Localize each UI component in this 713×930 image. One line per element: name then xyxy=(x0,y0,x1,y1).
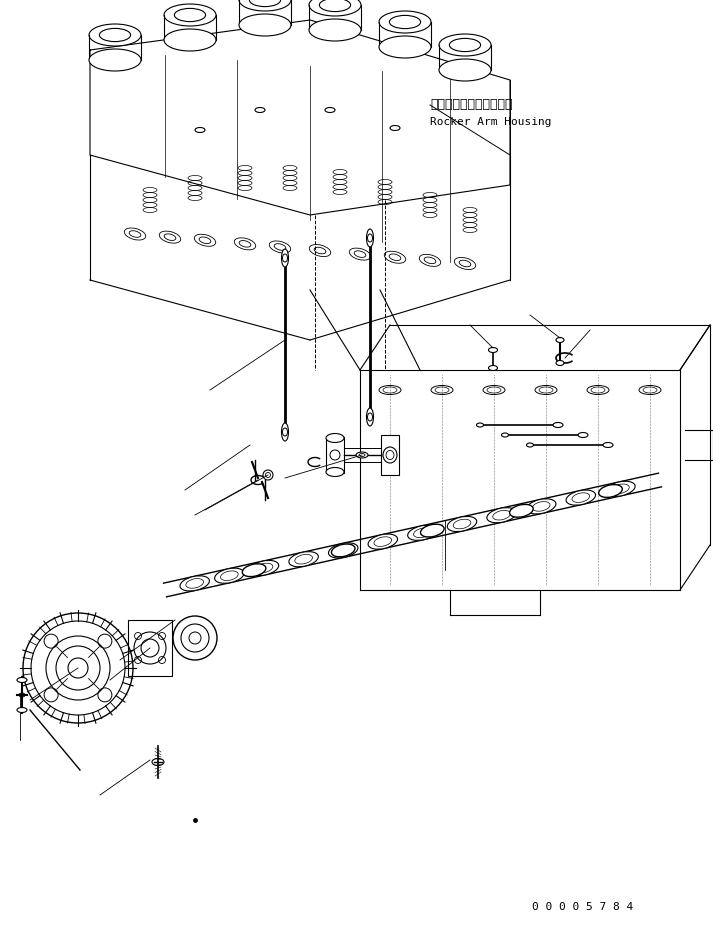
Ellipse shape xyxy=(356,452,368,458)
Bar xyxy=(381,435,399,475)
Ellipse shape xyxy=(488,348,498,352)
Ellipse shape xyxy=(379,36,431,58)
Ellipse shape xyxy=(326,468,344,476)
Ellipse shape xyxy=(282,423,289,441)
Ellipse shape xyxy=(309,0,361,16)
Ellipse shape xyxy=(152,759,164,765)
Ellipse shape xyxy=(566,490,595,505)
Ellipse shape xyxy=(599,485,622,498)
Ellipse shape xyxy=(17,708,27,712)
Ellipse shape xyxy=(309,19,361,41)
Ellipse shape xyxy=(408,525,437,540)
Bar xyxy=(326,437,344,473)
Ellipse shape xyxy=(239,14,291,36)
Ellipse shape xyxy=(164,29,216,51)
Ellipse shape xyxy=(488,365,498,370)
Ellipse shape xyxy=(476,423,483,427)
Ellipse shape xyxy=(605,481,635,497)
Ellipse shape xyxy=(366,408,374,426)
Ellipse shape xyxy=(282,249,289,267)
Ellipse shape xyxy=(239,0,291,11)
Ellipse shape xyxy=(526,498,556,514)
Ellipse shape xyxy=(447,516,477,532)
Text: ロッカアームハウジング: ロッカアームハウジング xyxy=(430,99,513,112)
Ellipse shape xyxy=(487,508,516,523)
Ellipse shape xyxy=(379,11,431,33)
Ellipse shape xyxy=(421,525,444,537)
Ellipse shape xyxy=(164,4,216,26)
Ellipse shape xyxy=(368,534,398,550)
Ellipse shape xyxy=(17,677,27,683)
Ellipse shape xyxy=(89,24,141,46)
Ellipse shape xyxy=(366,229,374,247)
Ellipse shape xyxy=(526,443,533,447)
Ellipse shape xyxy=(180,576,210,591)
Ellipse shape xyxy=(289,551,318,566)
Ellipse shape xyxy=(250,561,279,576)
Text: 0 0 0 0 5 7 8 4: 0 0 0 0 5 7 8 4 xyxy=(532,902,633,912)
Ellipse shape xyxy=(242,564,266,577)
Ellipse shape xyxy=(326,433,344,443)
Ellipse shape xyxy=(556,338,564,342)
Ellipse shape xyxy=(439,34,491,56)
Ellipse shape xyxy=(329,543,358,558)
Text: Rocker Arm Housing: Rocker Arm Housing xyxy=(430,117,551,127)
Ellipse shape xyxy=(332,544,355,557)
Ellipse shape xyxy=(89,49,141,71)
Ellipse shape xyxy=(215,568,244,583)
Ellipse shape xyxy=(501,433,508,437)
Ellipse shape xyxy=(578,432,588,437)
Bar xyxy=(128,620,172,676)
Ellipse shape xyxy=(603,443,613,447)
Ellipse shape xyxy=(439,59,491,81)
Ellipse shape xyxy=(553,422,563,428)
Ellipse shape xyxy=(510,504,533,517)
Ellipse shape xyxy=(556,361,564,365)
